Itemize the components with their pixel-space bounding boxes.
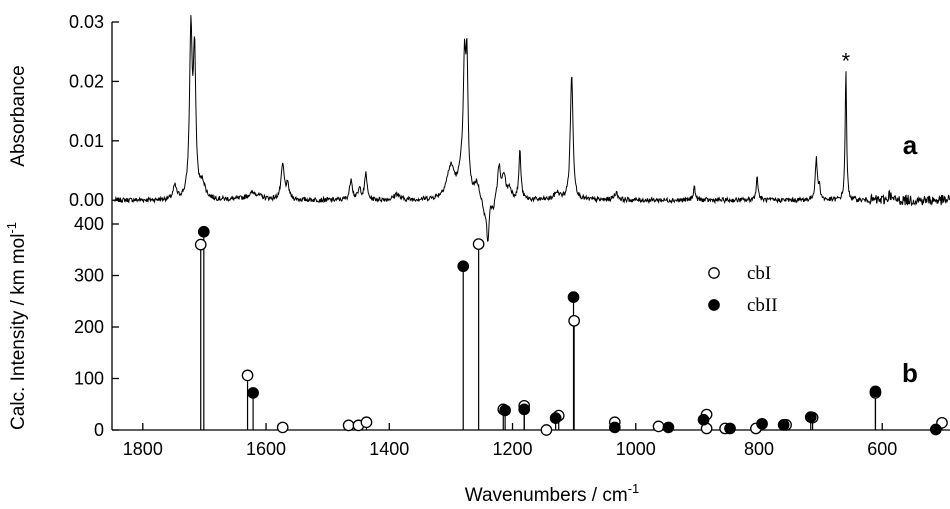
panel-b-y-ticks: 0 100 200 300 400 [74,214,119,440]
panel-b-stems [200,231,943,430]
panel-a-label: a [903,130,918,160]
marker-cbII [929,423,942,436]
marker-cbII [777,418,790,431]
panel-b-y-axis-title-main: Calc. Intensity / km mol [8,234,29,430]
legend: cbI cbII [708,263,778,316]
panel-a-spectrum-line [114,15,950,242]
marker-cbI [652,420,665,433]
panel-b-y-tick-label: 400 [74,214,104,234]
marker-cbII [567,291,580,303]
marker-cbI [342,419,355,432]
x-tick-label: 800 [744,439,774,459]
marker-cbII [662,421,675,434]
x-tick-label: 1600 [246,439,286,459]
panel-a-y-axis-title: Absorbance [8,65,29,166]
marker-cbI [194,238,207,251]
x-axis-title-main: Wavenumbers / cm [465,485,628,506]
panel-a-y-tick-label: 0.03 [69,12,104,32]
legend-label-cbI: cbI [747,263,771,284]
panel-b-markers [194,225,948,436]
panel-b-label: b [902,358,918,388]
x-tick-label: 1000 [616,439,656,459]
marker-cbII [247,387,259,399]
x-tick-label: 1200 [492,439,532,459]
marker-cbII [724,422,736,435]
panel-a-y-tick-label: 0.02 [69,71,104,91]
marker-cbI [276,421,289,434]
panel-b: 0 100 200 300 400 1800 1600 1400 1200 1000 800 600… [4,214,950,506]
marker-cbII [457,260,470,273]
marker-cbI [540,424,553,436]
marker-cbII [549,412,562,425]
panel-b-y-tick-label: 0 [94,420,104,440]
panel-b-y-tick-label: 300 [74,266,104,286]
panel-a-y-tick-label: 0.00 [69,190,104,210]
marker-cbII [697,413,710,426]
legend-label-cbII: cbII [747,295,778,316]
panel-b-y-axis-title-sup: -1 [4,222,19,234]
marker-cbII [197,225,210,238]
panel-b-x-ticks: 1800 1600 1400 1200 1000 800 600 [123,423,897,459]
panel-b-y-axis-title: Calc. Intensity / km mol-1 [4,222,29,430]
marker-cbI [360,416,373,429]
x-tick-label: 1400 [369,439,409,459]
marker-cbI [472,238,485,250]
x-tick-label: 1800 [123,439,163,459]
legend-marker-cbII [708,299,720,311]
marker-cbI [241,369,254,382]
marker-cbII [804,411,817,423]
marker-cbII [756,417,768,430]
marker-cbII [608,421,621,434]
panel-b-y-tick-label: 100 [74,369,104,389]
marker-cbI [568,314,580,327]
marker-cbII [499,404,511,417]
panel-a: 0.00 0.01 0.02 0.03 * a Absorbance [8,12,950,242]
panel-a-y-tick-label: 0.01 [69,131,104,151]
panel-a-annotation-asterisk: * [842,49,851,74]
marker-cbII [869,385,882,398]
marker-cbII [518,403,531,416]
x-tick-label: 600 [867,439,897,459]
panel-a-y-ticks: 0.00 0.01 0.02 0.03 [69,12,119,210]
x-axis-title: Wavenumbers / cm-1 [465,481,640,506]
panel-b-y-tick-label: 200 [74,317,104,337]
x-axis-title-sup: -1 [628,481,640,496]
legend-marker-cbI [708,267,720,279]
